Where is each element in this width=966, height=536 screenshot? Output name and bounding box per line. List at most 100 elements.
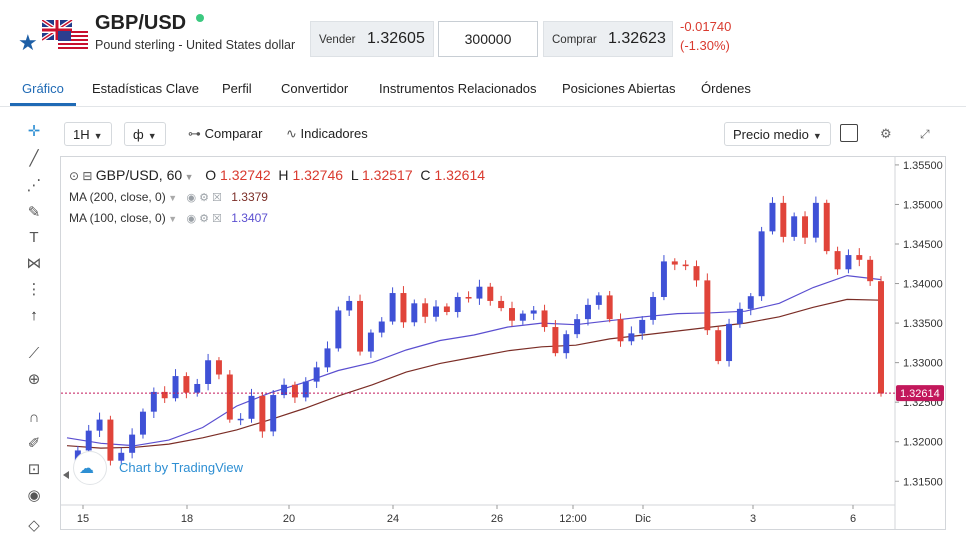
star-icon[interactable]: ★ — [18, 30, 38, 55]
indicators-button[interactable]: ∿ Indicadores — [286, 122, 368, 146]
gbp-usd-flags-icon — [42, 20, 88, 51]
lock-icon[interactable]: ⊡ — [27, 461, 41, 478]
price-type-select[interactable]: Precio medio ▼ — [724, 122, 831, 146]
branding-text: Chart by TradingView — [119, 460, 244, 475]
tab-estadisticas[interactable]: Estadísticas Clave — [92, 81, 199, 96]
candle-body — [498, 300, 505, 309]
ma200-controls[interactable]: ◉ ⚙ ☒ — [186, 192, 222, 204]
candle-body — [693, 266, 700, 281]
projection-icon[interactable]: ⋮ — [26, 281, 42, 298]
y-tick-label: 1.35000 — [903, 199, 943, 211]
candle-body — [736, 308, 743, 324]
candle-body — [226, 374, 233, 420]
candle-body — [574, 319, 581, 335]
lock-drawing-icon[interactable]: ✐ — [27, 435, 41, 452]
fullscreen-toggle[interactable] — [840, 124, 858, 142]
arrow-up-icon[interactable]: ↑ — [30, 307, 38, 324]
x-tick-label: 6 — [850, 513, 856, 525]
high-label: H — [278, 167, 289, 183]
tab-perfil[interactable]: Perfil — [222, 81, 252, 96]
pattern-icon[interactable]: ⋈ — [26, 255, 42, 272]
candle-body — [628, 333, 635, 342]
cloud-icon: ☁ — [79, 460, 94, 477]
chevron-down-icon: ▼ — [93, 131, 103, 141]
candle-body — [660, 261, 667, 297]
chevron-down-icon: ▼ — [147, 131, 157, 141]
candle-body — [367, 332, 374, 352]
quantity-input[interactable]: 300000 — [438, 21, 538, 57]
candle-body — [726, 323, 733, 362]
tab-divider — [0, 106, 966, 107]
price-chart[interactable]: 1.35500 1.35000 1.34500 1.34000 1.33500 1.330… — [60, 156, 946, 530]
x-tick-label: 3 — [750, 513, 756, 525]
chart-toolbar: 1H ▼ ф ▼ ⊶ Comparar ∿ Indicadores Precio m… — [60, 118, 946, 150]
instrument-symbol: GBP/USD — [95, 12, 187, 34]
ruler-icon[interactable]: ⟋ — [28, 345, 40, 362]
candle-body — [161, 391, 168, 399]
buy-price: 1.32623 — [608, 30, 666, 47]
trend-line-icon[interactable]: ╱ — [29, 150, 39, 167]
legend-collapse-icon[interactable]: ⊙ ⊟ — [69, 169, 96, 183]
candle-body — [291, 384, 298, 398]
brush-icon[interactable]: ✎ — [27, 204, 41, 221]
candlestick-chart[interactable]: 1.35500 1.35000 1.34500 1.34000 1.33500 1.330… — [61, 157, 945, 529]
candle-body — [129, 434, 136, 453]
y-tick-label: 1.31500 — [903, 476, 943, 488]
tab-grafico[interactable]: Gráfico — [22, 81, 64, 96]
ma200-value: 1.3379 — [231, 190, 268, 204]
open-label: O — [205, 167, 217, 183]
fib-icon[interactable]: ⋰ — [26, 177, 42, 194]
tab-posiciones[interactable]: Posiciones Abiertas — [562, 81, 676, 96]
compare-button[interactable]: ⊶ Comparar — [188, 122, 262, 146]
candle-body — [487, 286, 494, 301]
candle-body — [139, 411, 146, 435]
y-tick-label: 1.34000 — [903, 279, 943, 291]
candle-body — [313, 367, 320, 382]
ma100-controls[interactable]: ◉ ⚙ ☒ — [186, 213, 222, 225]
candle-body — [400, 293, 407, 323]
candle-body — [541, 310, 548, 328]
candle-body — [747, 296, 754, 309]
candle-body — [856, 255, 863, 260]
zoom-icon[interactable]: ⊕ — [27, 371, 41, 388]
chevron-down-icon: ▼ — [812, 131, 822, 141]
candle-body — [639, 319, 646, 334]
expand-icon[interactable]: ⤢ — [920, 127, 930, 141]
chart-type-select[interactable]: ф ▼ — [124, 122, 166, 146]
last-price-tag — [896, 385, 944, 402]
candle-body — [509, 308, 515, 321]
low-value: 1.32517 — [362, 167, 413, 183]
legend-dropdown-icon[interactable]: ▼ — [182, 172, 194, 182]
instrument-description: Pound sterling - United States dollar — [95, 38, 296, 52]
instrument-header: ★ GBP/USD Pound sterling - United States… — [0, 0, 966, 70]
close-value: 1.32614 — [434, 167, 486, 183]
y-tick-label: 1.33500 — [903, 318, 943, 330]
candles-icon: ф — [133, 127, 144, 142]
tab-instrumentos[interactable]: Instrumentos Relacionados — [379, 81, 537, 96]
candle-body — [791, 216, 798, 237]
candle-body — [812, 202, 819, 238]
buy-button[interactable]: Comprar 1.32623 — [543, 21, 673, 57]
tab-ordenes[interactable]: Órdenes — [701, 81, 751, 96]
x-tick-label: 12:00 — [559, 513, 587, 525]
candle-body — [302, 381, 309, 398]
candle-body — [834, 251, 841, 270]
indicators-label: Indicadores — [300, 126, 368, 141]
scroll-left-arrow — [63, 471, 69, 479]
x-tick-label: Dic — [635, 513, 651, 525]
ma100-line — [66, 274, 882, 447]
tab-convertidor[interactable]: Convertidor — [281, 81, 349, 96]
trash-icon[interactable]: ◇ — [28, 517, 40, 534]
sell-button[interactable]: Vender 1.32605 — [310, 21, 434, 57]
candle-body — [389, 293, 396, 322]
crosshair-icon[interactable]: ✛ — [27, 123, 41, 140]
text-icon[interactable]: T — [29, 229, 39, 246]
x-tick-label: 18 — [181, 513, 193, 525]
interval-select[interactable]: 1H ▼ — [64, 122, 112, 146]
settings-gear-icon[interactable]: ⚙ — [880, 126, 892, 141]
candle-body — [96, 419, 103, 431]
magnet-icon[interactable]: ∩ — [28, 409, 40, 426]
active-tab-indicator — [10, 103, 76, 106]
eye-icon[interactable]: ◉ — [27, 487, 41, 504]
candle-body — [335, 310, 342, 349]
